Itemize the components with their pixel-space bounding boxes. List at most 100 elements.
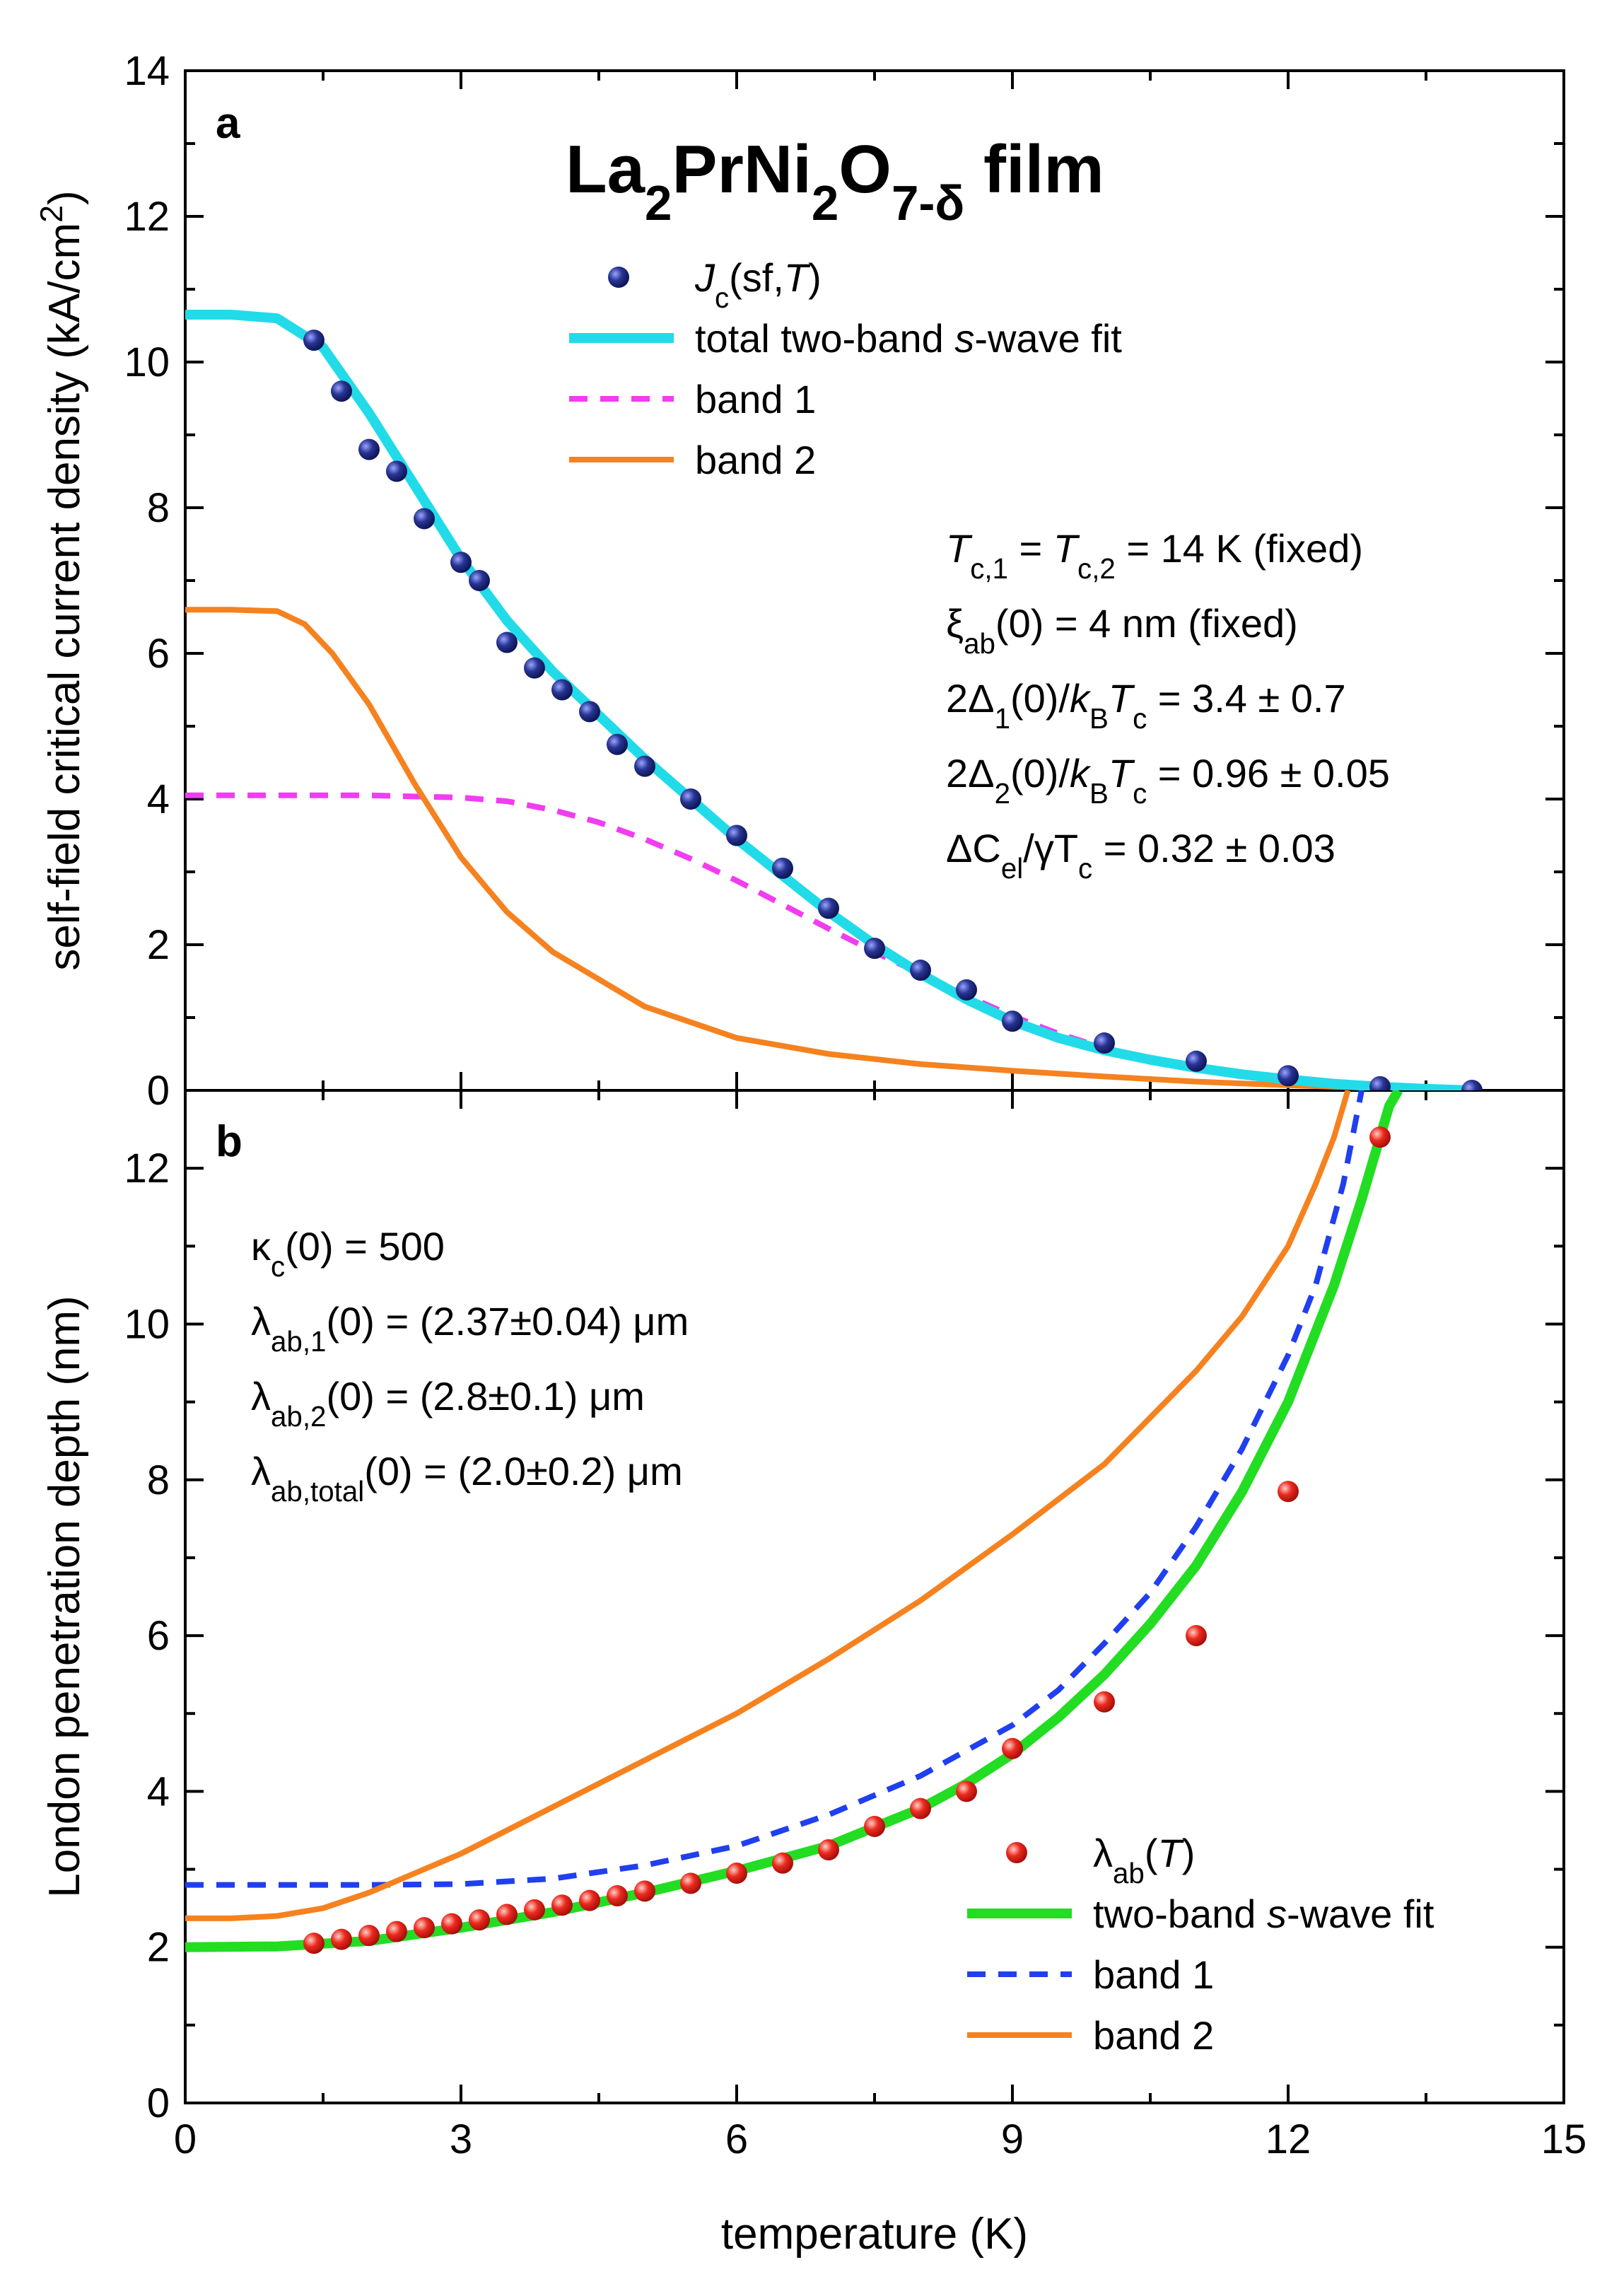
y-tick-label: 2 xyxy=(147,1925,170,1971)
annotation-line: 2Δ2(0)/kBTc = 0.96 ± 0.05 xyxy=(946,751,1390,810)
data-point xyxy=(1186,1050,1207,1072)
x-tick-label: 6 xyxy=(725,2116,748,2162)
panel-a-y-axis-title: self-field critical current density (kA/… xyxy=(35,190,90,970)
panel-a-legend: Jc(sf,T)total two-band s-wave fit band 1 b… xyxy=(569,255,1122,482)
data-point xyxy=(772,857,793,879)
annotation-line: ΔCel/γTc = 0.32 ± 0.03 xyxy=(946,826,1335,885)
data-point xyxy=(303,1933,325,1954)
x-tick-label: 12 xyxy=(1266,2116,1311,2162)
panel-b-annotations: κc(0) = 500 λab,1(0) = (2.37±0.04) μm λab,… xyxy=(251,1224,689,1508)
data-point xyxy=(331,380,352,402)
data-point xyxy=(1002,1010,1023,1032)
annotation-line: ξab(0) = 4 nm (fixed) xyxy=(946,601,1298,660)
x-tick-label: 0 xyxy=(174,2116,197,2162)
legend-label: two-band s-wave fit xyxy=(1093,1892,1434,1936)
annotation-line: κc(0) = 500 xyxy=(251,1224,445,1283)
y-tick-label: 0 xyxy=(147,2080,170,2126)
data-point xyxy=(358,438,380,460)
data-point xyxy=(386,460,407,482)
y-tick-label: 10 xyxy=(124,1301,170,1347)
data-point xyxy=(386,1921,407,1942)
data-point xyxy=(680,1872,701,1894)
data-point xyxy=(414,1917,435,1939)
panel-a-frame xyxy=(184,69,1565,1092)
panel-a-annotations: Tc,1 = Tc,2 = 14 K (fixed) ξab(0) = 4 nm … xyxy=(946,526,1390,885)
data-point xyxy=(551,1894,573,1916)
legend-label: band 2 xyxy=(695,438,816,482)
series-line xyxy=(185,1090,1351,1921)
data-point xyxy=(864,1815,885,1837)
x-axis-title: temperature (K) xyxy=(721,2210,1028,2259)
y-tick-label: 0 xyxy=(147,1068,170,1114)
panel-a-ticks: 0 2 4 6 8 10 12 14 xyxy=(124,48,1565,1114)
data-point xyxy=(864,938,885,960)
figure-title: La2PrNi2O7-δ film xyxy=(566,132,1104,231)
data-point xyxy=(772,1852,793,1874)
data-point xyxy=(1369,1126,1391,1148)
panel-a-series xyxy=(185,310,1483,1090)
data-point xyxy=(524,1899,545,1921)
series-line xyxy=(185,1090,1364,1888)
data-point xyxy=(1186,1625,1207,1647)
panel-a-letter: a xyxy=(216,99,240,148)
y-tick-label: 6 xyxy=(147,631,170,677)
y-tick-label: 14 xyxy=(124,48,170,94)
panel-b-y-axis-title: London penetration depth (nm) xyxy=(40,1295,89,1897)
x-tick-label: 15 xyxy=(1541,2116,1587,2162)
legend-label: band 1 xyxy=(695,377,816,421)
y-tick-label: 12 xyxy=(124,1146,170,1191)
data-point xyxy=(910,1797,931,1819)
data-point xyxy=(303,330,325,351)
y-tick-label: 6 xyxy=(147,1613,170,1659)
y-tick-label: 2 xyxy=(147,922,170,968)
legend-label: total two-band s-wave fit xyxy=(695,316,1122,361)
x-tick-labels: 0 3 6 9 12 15 xyxy=(174,2116,1586,2162)
data-point xyxy=(450,552,472,573)
annotation-line: 2Δ1(0)/kBTc = 3.4 ± 0.7 xyxy=(946,676,1346,735)
data-point xyxy=(1002,1737,1023,1759)
x-tick-label: 3 xyxy=(450,2116,472,2162)
data-point xyxy=(579,701,600,723)
y-tick-label: 8 xyxy=(147,485,170,531)
annotation-line: Tc,1 = Tc,2 = 14 K (fixed) xyxy=(946,526,1363,585)
series-line xyxy=(185,607,1473,1090)
legend-marker xyxy=(1006,1842,1027,1863)
data-point xyxy=(414,508,435,530)
data-point xyxy=(1461,1080,1483,1090)
data-point xyxy=(1094,1691,1115,1713)
data-point xyxy=(579,1889,600,1911)
data-point xyxy=(956,1781,977,1802)
data-point xyxy=(634,1880,655,1902)
data-point xyxy=(331,1928,352,1950)
series-line xyxy=(185,1090,1403,1952)
data-point xyxy=(1094,1032,1115,1054)
data-point xyxy=(1369,1076,1391,1090)
data-point xyxy=(818,897,839,919)
data-point xyxy=(358,1925,380,1947)
y-tick-label: 8 xyxy=(147,1457,170,1503)
data-point xyxy=(726,1863,747,1884)
data-point xyxy=(634,755,655,777)
annotation-line: λab,total(0) = (2.0±0.2) μm xyxy=(251,1449,683,1508)
data-point xyxy=(726,824,747,846)
data-point xyxy=(680,788,701,810)
data-point xyxy=(496,1904,518,1925)
y-tick-label: 4 xyxy=(147,1768,170,1814)
annotation-line: λab,2(0) = (2.8±0.1) μm xyxy=(251,1374,645,1433)
data-point xyxy=(551,679,573,701)
data-point xyxy=(469,1909,490,1931)
panel-b-ticks: 0 2 4 6 8 10 12 xyxy=(124,1089,1565,2126)
legend-label: Jc(sf,T) xyxy=(694,255,822,314)
data-point xyxy=(607,733,628,755)
y-tick-label: 10 xyxy=(124,339,170,385)
legend-label: λab(T) xyxy=(1093,1831,1195,1889)
data-point xyxy=(441,1913,462,1935)
data-point xyxy=(1278,1481,1299,1503)
annotation-line: λab,1(0) = (2.37±0.04) μm xyxy=(251,1299,689,1358)
data-point xyxy=(524,657,545,679)
panel-b-letter: b xyxy=(216,1117,242,1166)
y-tick-label: 4 xyxy=(147,776,170,822)
panel-b-series xyxy=(185,1090,1403,1954)
data-point xyxy=(469,570,490,591)
